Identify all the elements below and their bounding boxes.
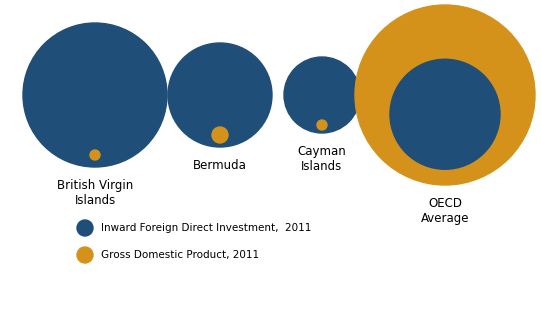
Circle shape: [390, 59, 500, 169]
Text: Cayman
Islands: Cayman Islands: [298, 145, 346, 173]
Circle shape: [355, 5, 535, 185]
Text: British Virgin
Islands: British Virgin Islands: [57, 179, 133, 207]
Text: Inward Foreign Direct Investment,  2011: Inward Foreign Direct Investment, 2011: [101, 223, 312, 233]
Circle shape: [90, 150, 100, 160]
Circle shape: [212, 127, 228, 143]
Text: Bermuda: Bermuda: [193, 159, 247, 172]
Circle shape: [284, 57, 360, 133]
Circle shape: [168, 43, 272, 147]
Circle shape: [317, 120, 327, 130]
Circle shape: [77, 220, 93, 236]
Circle shape: [23, 23, 167, 167]
Circle shape: [77, 247, 93, 263]
Text: OECD
Average: OECD Average: [421, 197, 469, 225]
Text: Gross Domestic Product, 2011: Gross Domestic Product, 2011: [101, 250, 259, 260]
